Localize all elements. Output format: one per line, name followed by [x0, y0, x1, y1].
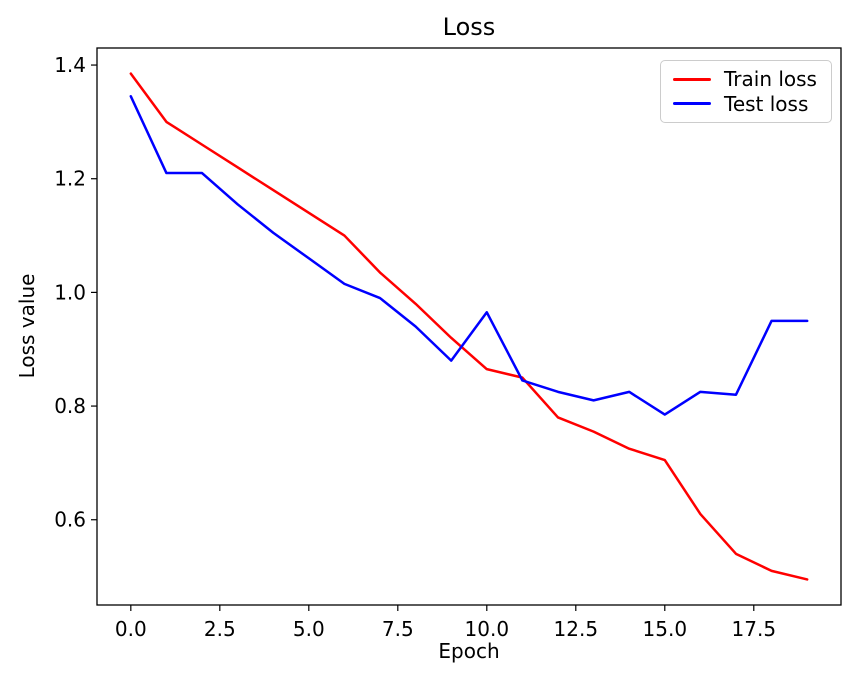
legend-item-test-loss: Test loss — [673, 92, 821, 117]
legend: Train loss Test loss — [660, 60, 832, 123]
x-axis-tick-label: 12.5 — [554, 617, 599, 641]
x-axis-tick-label: 15.0 — [643, 617, 688, 641]
legend-item-train-loss: Train loss — [673, 67, 821, 92]
x-axis-tick-label: 5.0 — [293, 617, 325, 641]
test-loss-swatch — [673, 102, 711, 106]
y-axis-tick-label: 0.6 — [54, 508, 86, 532]
x-axis-tick-label: 2.5 — [204, 617, 236, 641]
y-axis-tick-label: 1.4 — [54, 53, 86, 77]
x-axis-tick-label: 17.5 — [732, 617, 777, 641]
y-axis-tick-label: 0.8 — [54, 394, 86, 418]
plot-frame — [96, 47, 842, 606]
x-axis-tick-label: 7.5 — [382, 617, 414, 641]
train-loss-line — [129, 72, 809, 581]
y-axis-tick-label: 1.2 — [54, 167, 86, 191]
test-loss-line — [129, 95, 809, 416]
x-axis-tick-label: 10.0 — [465, 617, 510, 641]
train-loss-swatch — [673, 77, 711, 81]
x-axis-label: Epoch — [438, 639, 500, 663]
legend-label: Test loss — [724, 91, 809, 116]
x-axis-tick-label: 0.0 — [115, 617, 147, 641]
chart-title: Loss — [442, 13, 496, 41]
y-axis-label: Loss value — [15, 273, 39, 379]
legend-label: Train loss — [724, 67, 817, 92]
y-axis-tick-label: 1.0 — [54, 280, 86, 304]
